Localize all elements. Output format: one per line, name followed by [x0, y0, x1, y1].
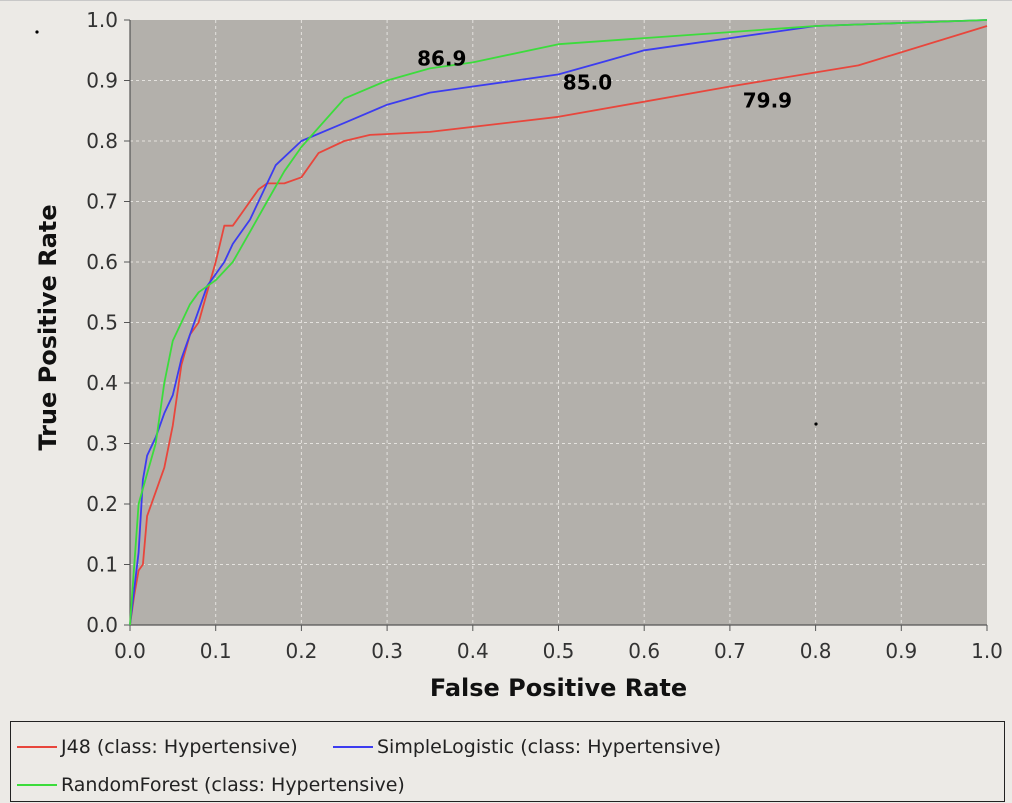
legend-swatch-simplelogistic: [333, 746, 373, 748]
x-axis-title: False Positive Rate: [430, 674, 687, 702]
axes: 0.0 0.1 0.2 0.3 0.4 0.5 0.6 0.7 0.8 0.9 1.0 0.0 0.1 0…: [86, 8, 1003, 663]
x-tick-label: 0.1: [200, 639, 232, 663]
y-tick-label: 0.1: [86, 553, 118, 577]
y-tick-label: 0.4: [86, 371, 118, 395]
legend-item-randomforest: RandomForest (class: Hypertensive): [17, 774, 405, 796]
x-tick-label: 0.3: [371, 639, 403, 663]
x-tick-label: 0.2: [285, 639, 317, 663]
series-line-j48: [129, 25, 988, 626]
x-tick-label: 0.5: [543, 639, 575, 663]
y-tick-label: 0.6: [86, 250, 118, 274]
y-axis-title: True Positive Rate: [34, 204, 62, 450]
legend-swatch-randomforest: [17, 784, 57, 786]
stray-dot-mark: [35, 30, 39, 34]
grid: [130, 20, 987, 625]
legend-item-j48: J48 (class: Hypertensive): [17, 736, 298, 758]
legend-label-simplelogistic: SimpleLogistic (class: Hypertensive): [377, 736, 722, 758]
stray-dot-mark: [814, 422, 818, 426]
x-tick-label: 1.0: [971, 639, 1003, 663]
y-tick-label: 1.0: [86, 8, 118, 32]
legend-label-randomforest: RandomForest (class: Hypertensive): [61, 774, 405, 796]
y-tick-label: 0.7: [86, 190, 118, 214]
y-tick-label: 0.3: [86, 432, 118, 456]
x-tick-label: 0.8: [800, 639, 832, 663]
y-tick-label: 0.9: [86, 69, 118, 93]
y-tick-label: 0.8: [86, 129, 118, 153]
legend: J48 (class: Hypertensive) SimpleLogistic…: [10, 721, 1005, 802]
legend-label-j48: J48 (class: Hypertensive): [61, 736, 298, 758]
legend-item-simplelogistic: SimpleLogistic (class: Hypertensive): [333, 736, 721, 758]
auc-annotation: 85.0: [563, 71, 612, 95]
x-tick-label: 0.7: [714, 639, 746, 663]
x-tick-label: 0.6: [628, 639, 660, 663]
auc-annotation: 86.9: [417, 46, 466, 70]
x-tick-label: 0.4: [457, 639, 489, 663]
x-tick-label: 0.0: [114, 639, 146, 663]
auc-annotation: 79.9: [743, 89, 792, 113]
y-tick-label: 0.5: [86, 311, 118, 335]
legend-swatch-j48: [17, 746, 57, 748]
annotations: 86.9 85.0 79.9: [417, 46, 792, 112]
series-group: [129, 19, 988, 626]
roc-chart: 0.0 0.1 0.2 0.3 0.4 0.5 0.6 0.7 0.8 0.9 1.0 0.0 0.1 0…: [34, 8, 1003, 702]
y-tick-label: 0.0: [86, 613, 118, 637]
y-tick-label: 0.2: [86, 492, 118, 516]
series-line-randomforest: [129, 19, 988, 626]
x-tick-label: 0.9: [885, 639, 917, 663]
